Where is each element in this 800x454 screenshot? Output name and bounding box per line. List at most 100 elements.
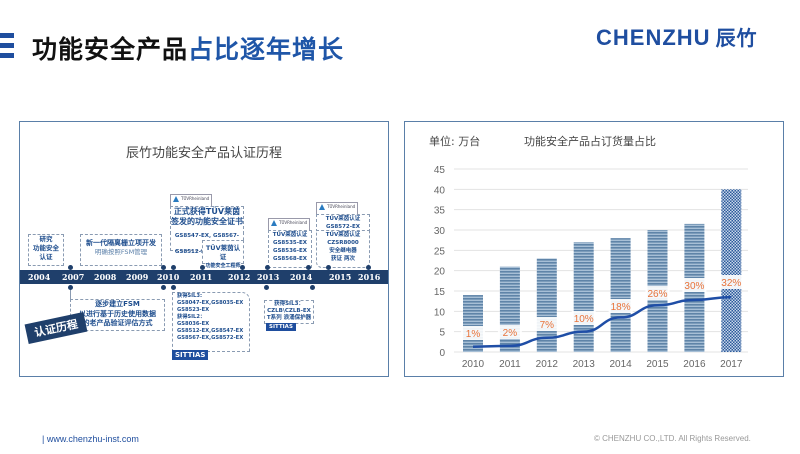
data-label: 26% <box>647 289 667 300</box>
x-tick-label: 2014 <box>609 359 632 370</box>
tuv-2015-box-b: TÜV莱茵认证 CZSR8000 安全继电器 获证 两次 <box>316 230 370 268</box>
year-label: 2004 <box>28 272 51 282</box>
unit-label: 单位: 万台 <box>429 134 480 148</box>
year-label: 2007 <box>62 272 85 282</box>
page-title-part2: 占比逐年增长 <box>188 35 345 64</box>
x-tick-label: 2017 <box>720 359 743 370</box>
x-axis-ticks: 2010 2011 2012 2013 2014 2015 2016 2017 <box>462 359 743 370</box>
tuv-engineer-subtext: 功能安全工程师 <box>205 263 241 269</box>
y-tick-label: 35 <box>434 206 446 217</box>
timeline-bar <box>20 270 388 284</box>
x-tick-label: 2015 <box>646 359 669 370</box>
timeline-dot <box>264 285 269 290</box>
data-label: 32% <box>721 278 741 289</box>
data-label-bg <box>461 326 485 340</box>
tuv-engineer-box: TÜV莱茵认证 功能安全工程师 <box>202 240 244 269</box>
page-title-part1: 功能安全产品 <box>32 35 189 64</box>
year-label: 2014 <box>290 272 313 282</box>
data-label-bg <box>682 278 707 292</box>
title-accent-bars <box>0 33 14 63</box>
tuv-2013-box: TÜV莱茵认证 GS8535-EX GS8536-EX GS8568-EX <box>268 230 312 268</box>
bar <box>499 266 520 352</box>
chart-data-labels: 1% 2% 7% 10% 18% 26% 30% 32% <box>461 275 744 340</box>
data-label-bg <box>719 275 744 289</box>
timeline-dot <box>240 265 245 270</box>
chart-title: 功能安全产品占订货量占比 <box>524 134 656 148</box>
year-label: 2008 <box>94 272 117 282</box>
new-gen-text: 新一代隔离栅立项开发 <box>86 239 156 247</box>
tuv-2015-box-a: TÜV莱茵认证 GS8572-EX <box>316 214 370 232</box>
y-tick-label: 5 <box>439 328 445 339</box>
data-label: 7% <box>540 320 555 331</box>
y-tick-label: 40 <box>434 185 446 196</box>
tuv-triangle-icon <box>173 196 179 202</box>
company-logo: CHENZHU 辰竹 <box>596 22 758 51</box>
timeline-dot <box>310 285 315 290</box>
new-gen-subtext: 明确按照FSM管理 <box>94 248 148 256</box>
timeline-dot <box>200 265 205 270</box>
sittias-badge-2013: SITTIAS <box>266 323 296 331</box>
sil-2010-box: 获得SIL3: GS8047-EX,GS8035-EX GS8523-EX 获得… <box>172 292 250 352</box>
timeline-title: 辰竹功能安全产品认证历程 <box>125 146 282 161</box>
research-box: 研究 功能安全 认证 <box>28 234 64 266</box>
chart-line <box>472 295 732 348</box>
bar <box>721 189 742 352</box>
tuv-triangle-icon <box>319 204 325 210</box>
x-tick-label: 2011 <box>499 359 521 370</box>
timeline-dot <box>171 285 176 290</box>
y-tick-label: 0 <box>439 348 445 359</box>
data-label: 18% <box>611 302 631 313</box>
bar <box>610 238 631 352</box>
year-label: 2013 <box>257 272 280 282</box>
x-tick-label: 2010 <box>462 359 485 370</box>
data-label: 30% <box>684 281 704 292</box>
x-tick-label: 2012 <box>536 359 559 370</box>
timeline-dot <box>265 265 270 270</box>
year-label: 2009 <box>126 272 149 282</box>
y-tick-label: 25 <box>434 246 446 257</box>
tuv-triangle-icon <box>271 220 277 226</box>
data-label: 1% <box>466 329 481 340</box>
bar <box>573 242 594 352</box>
chart-panel: 单位: 万台 功能安全产品占订货量占比 0 5 10 15 20 25 30 35 40 45 1… <box>404 121 784 377</box>
order-share-chart: 单位: 万台 功能安全产品占订货量占比 0 5 10 15 20 25 30 35 40 45 1… <box>429 134 748 370</box>
y-tick-label: 30 <box>434 226 446 237</box>
tuv-cert-title-box: 正式获得TÜV莱茵 签发的功能安全证书 <box>170 206 244 234</box>
logo-text-en: CHENZHU <box>596 25 711 50</box>
new-gen-box: 新一代隔离栅立项开发 明确按照FSM管理 <box>80 234 162 266</box>
page-title: 功能安全产品占比逐年增长 <box>32 30 344 66</box>
year-label: 2012 <box>228 272 251 282</box>
year-label: 2016 <box>358 272 381 282</box>
tuv-engineer-text: TÜV莱茵认证 <box>205 244 241 261</box>
timeline-dot <box>366 265 371 270</box>
y-tick-label: 45 <box>434 165 446 176</box>
share-line <box>472 295 732 348</box>
footer-website-link[interactable]: | www.chenzhu-inst.com <box>42 434 139 444</box>
y-axis-ticks: 0 5 10 15 20 25 30 35 40 45 <box>434 165 446 359</box>
footer-copyright: © CHENZHU CO.,LTD. All Rights Reserved. <box>594 434 751 443</box>
sil-2013-box: 获得SIL3： CZLB\CZLB-EX T系列 浪涌保护器 <box>264 300 314 324</box>
year-label: 2011 <box>190 272 213 282</box>
data-label-bg <box>497 325 522 339</box>
data-label-bg <box>608 299 633 313</box>
timeline-dot <box>161 285 166 290</box>
year-label: 2010 <box>157 272 180 282</box>
sittias-badge-2010: SITTIAS <box>172 350 209 360</box>
y-tick-label: 20 <box>434 267 446 278</box>
bar <box>463 295 483 352</box>
timeline-dot <box>326 265 331 270</box>
data-label-bg <box>571 311 596 325</box>
certification-timeline-panel: 辰竹功能安全产品认证历程 研究 功能安全 认证 新一代隔离栅立项开发 明确按照F… <box>19 121 389 377</box>
data-label: 2% <box>503 328 518 339</box>
certification-history-stamp: 认证历程 <box>24 311 88 345</box>
y-tick-label: 15 <box>434 287 446 298</box>
data-label-bg <box>645 286 670 300</box>
x-tick-label: 2013 <box>573 359 596 370</box>
y-tick-label: 10 <box>434 307 446 318</box>
timeline-dot <box>68 265 73 270</box>
timeline-dot <box>306 265 311 270</box>
data-label: 10% <box>574 314 594 325</box>
logo-text-cn: 辰竹 <box>715 26 758 50</box>
year-label: 2015 <box>329 272 352 282</box>
x-tick-label: 2016 <box>683 359 706 370</box>
